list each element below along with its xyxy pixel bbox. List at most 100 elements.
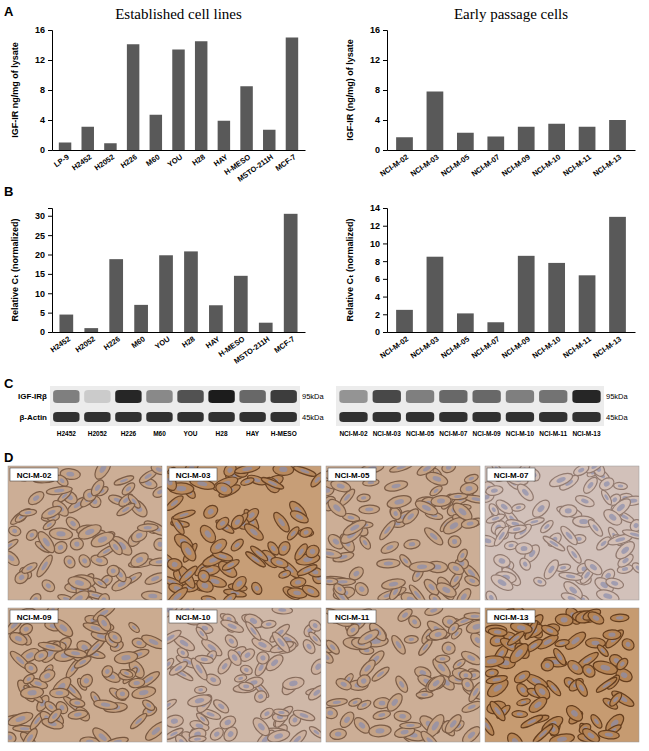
nucleus-texture: [327, 710, 334, 716]
tick: NCI-M-09: [500, 332, 532, 360]
bar: [548, 124, 565, 150]
nucleus-texture: [94, 484, 101, 492]
lane-label: NCI-M-05: [406, 430, 435, 437]
tick: NCI-M-10: [530, 332, 562, 360]
cell-texture: [326, 496, 349, 519]
tick-mark: [48, 90, 52, 91]
cell-texture: [384, 691, 405, 714]
nucleus-texture: [248, 511, 256, 519]
cell-texture: [560, 590, 584, 600]
cell-texture: [440, 466, 456, 474]
nucleus-texture: [522, 561, 528, 568]
tick: MCF-7: [272, 332, 296, 355]
nucleus-texture: [533, 701, 542, 710]
nucleus-texture: [148, 638, 159, 646]
cell-texture: [116, 688, 129, 699]
tick-label: H28: [180, 334, 196, 349]
nucleus-texture: [619, 661, 625, 667]
cell-texture: [141, 590, 162, 600]
cell-texture: [452, 657, 467, 670]
nucleus-texture: [97, 732, 108, 742]
tick-mark: [48, 150, 52, 151]
nucleus-texture: [474, 636, 480, 644]
tick: NCI-M-05: [439, 150, 471, 178]
nucleus-texture: [257, 693, 264, 700]
nucleus-texture: [593, 718, 599, 725]
nucleus-texture: [184, 570, 193, 579]
cell-texture: [115, 501, 136, 518]
cell-texture: [8, 537, 19, 554]
nucleus-texture: [453, 575, 460, 583]
cell-texture: [19, 508, 37, 516]
y-axis-title: IGF-IR ng/mg of lysate: [10, 42, 20, 138]
nucleus-texture: [633, 522, 639, 529]
nucleus-texture: [23, 626, 30, 633]
tick: 0: [40, 327, 52, 337]
nucleus-texture: [600, 664, 611, 672]
nucleus-texture: [150, 575, 159, 582]
blot-band: [373, 412, 401, 422]
blot-band: [339, 412, 367, 422]
tick: NCI-M-13: [591, 150, 623, 178]
cell-texture: [345, 622, 362, 639]
cell-texture: [230, 574, 249, 593]
cell-texture: [620, 636, 636, 652]
nucleus-texture: [550, 684, 557, 692]
ihc-label-box: [10, 610, 58, 623]
nucleus-texture: [391, 483, 401, 489]
chart: Early passage cellsIGF-IR (ng/mg) of lys…: [345, 6, 636, 178]
cell-texture: [167, 697, 178, 713]
nucleus-texture: [537, 579, 543, 584]
nucleus-texture: [513, 527, 521, 532]
tick-label: 4: [40, 115, 45, 125]
cell-texture: [487, 502, 500, 517]
nucleus-texture: [56, 531, 66, 537]
nucleus-texture: [312, 622, 319, 629]
cell-texture: [221, 591, 238, 600]
ihc-frame: [485, 608, 639, 742]
cell-texture: [377, 559, 401, 569]
nucleus-texture: [604, 494, 610, 501]
y-axis: 051015202530: [35, 209, 53, 338]
nucleus-texture: [156, 489, 162, 495]
cell-texture: [520, 713, 544, 730]
cell-texture: [244, 620, 263, 642]
nucleus-texture: [570, 550, 578, 559]
cell-texture: [492, 552, 512, 569]
nucleus-texture: [398, 680, 405, 688]
cell-texture: [515, 481, 536, 503]
nucleus-texture: [57, 544, 64, 551]
nucleus-texture: [243, 684, 249, 688]
nucleus-texture: [238, 676, 244, 680]
nucleus-texture: [227, 730, 235, 738]
tick: H226: [102, 332, 122, 352]
blot-band: [406, 390, 434, 403]
tick-label: H2452: [49, 334, 72, 354]
bar: [259, 323, 273, 332]
nucleus-texture: [492, 677, 501, 682]
nucleus-texture: [270, 658, 279, 667]
cell-texture: [292, 708, 316, 723]
nucleus-texture: [579, 519, 588, 524]
nucleus-texture: [83, 677, 90, 684]
nucleus-texture: [545, 663, 550, 668]
nucleus-texture: [174, 665, 183, 673]
cell-texture: [586, 518, 605, 539]
cell-texture: [572, 466, 590, 478]
tick-mark: [383, 90, 387, 91]
nucleus-texture: [234, 518, 241, 526]
nucleus-texture: [299, 712, 309, 718]
nucleus-texture: [120, 478, 129, 483]
bar: [518, 256, 535, 332]
ihc-frame: [485, 466, 639, 600]
nucleus-texture: [243, 667, 249, 673]
cell-texture: [454, 586, 473, 600]
blot-band: [239, 412, 265, 422]
nucleus-texture: [421, 504, 432, 512]
lane-label: H2052: [88, 430, 108, 437]
nucleus-texture: [620, 545, 630, 555]
tick: 30: [35, 211, 52, 221]
nucleus-texture: [603, 480, 611, 487]
tick: 16: [370, 25, 387, 35]
cell-texture: [356, 698, 372, 711]
